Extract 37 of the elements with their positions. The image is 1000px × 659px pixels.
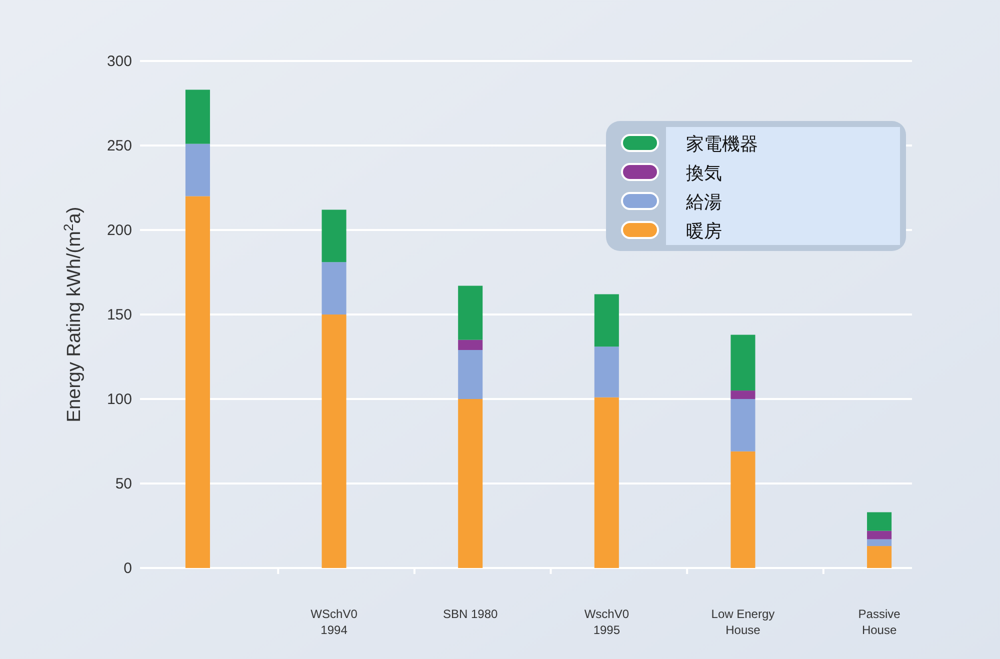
bar <box>185 90 210 144</box>
y-tick-label: 100 <box>106 390 132 408</box>
bar <box>594 346 619 398</box>
bar <box>458 399 483 568</box>
legend-label: 家電機器 <box>686 134 758 155</box>
bar <box>867 539 892 546</box>
bar <box>458 286 483 340</box>
legend-label: 暖房 <box>686 221 722 242</box>
y-tick-label: 250 <box>106 137 132 154</box>
y-tick-label: 0 <box>124 560 132 577</box>
bar <box>730 451 756 568</box>
bar <box>730 399 756 452</box>
bar <box>730 334 756 391</box>
x-tick-label: Low Energy House <box>711 607 775 637</box>
bar <box>730 390 756 399</box>
bar <box>594 294 619 347</box>
x-tick-label: WSchV0 1994 <box>310 607 358 637</box>
y-tick-label: 300 <box>106 52 132 70</box>
x-tick-label: WschV0 1995 <box>584 607 630 637</box>
bar <box>322 262 346 314</box>
bar <box>867 546 892 568</box>
bar <box>322 314 346 568</box>
bar <box>185 144 210 196</box>
legend-label: 給湯 <box>685 192 722 213</box>
bar <box>458 350 483 399</box>
bar <box>322 210 346 262</box>
x-tick-label: Passive House <box>858 607 901 637</box>
bar <box>867 512 892 531</box>
x-tick-label: SBN 1980 <box>442 607 498 621</box>
bar <box>458 340 483 350</box>
y-tick-label: 200 <box>106 222 132 239</box>
y-tick-label: 150 <box>106 306 132 324</box>
bar <box>594 397 619 568</box>
bar <box>867 530 892 540</box>
bar <box>185 196 210 568</box>
y-tick-label: 50 <box>115 475 132 492</box>
legend-label: 換気 <box>686 163 722 184</box>
